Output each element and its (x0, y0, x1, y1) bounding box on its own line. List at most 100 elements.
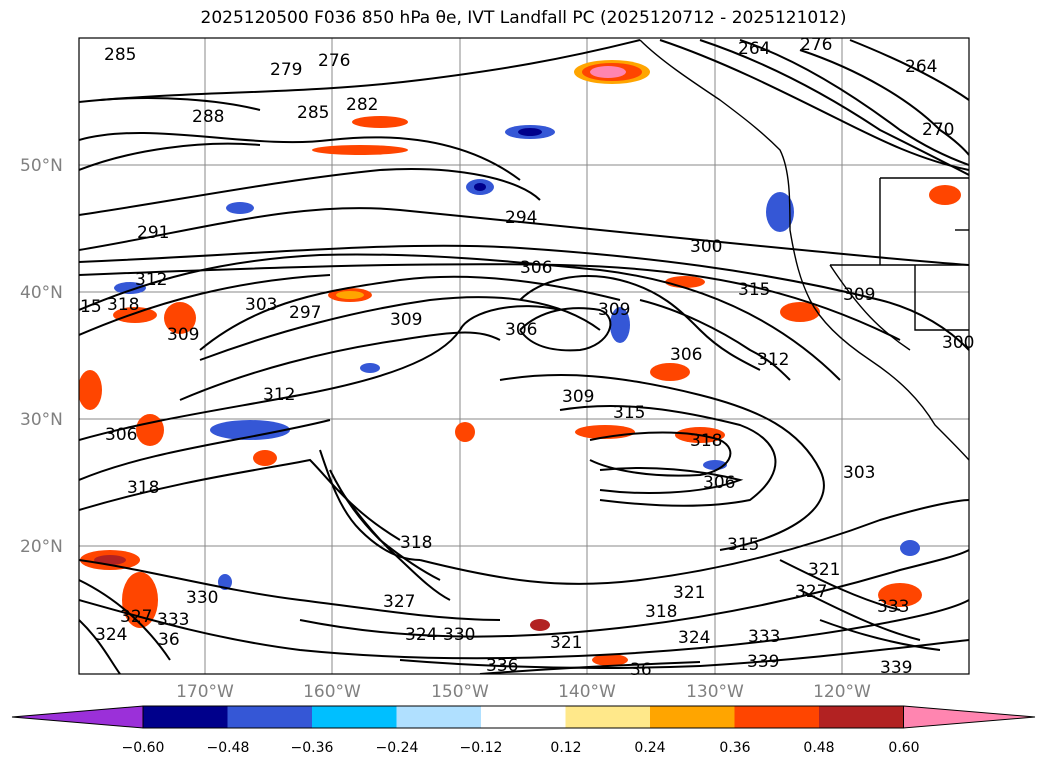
colorbar-extend-high (903, 705, 1036, 729)
map-frame (78, 37, 970, 675)
contour-label: 318 (127, 478, 159, 498)
lon-tick-label: 140°W (558, 682, 616, 702)
lon-tick-label: 150°W (431, 682, 489, 702)
lat-tick-label: 50°N (20, 156, 63, 176)
contour-label: 306 (670, 345, 702, 365)
colorbar-tick-label: 0.60 (888, 740, 919, 756)
contour-label: 297 (289, 303, 321, 323)
colorbar-segment (143, 706, 228, 728)
lat-tick-label: 20°N (20, 537, 63, 557)
contour-label: 279 (270, 60, 302, 80)
colorbar-border (142, 705, 904, 729)
contour-label: 294 (505, 208, 537, 228)
contour-label: 15 (80, 297, 102, 317)
contour-label: 315 (727, 535, 759, 555)
colorbar-segment (650, 706, 735, 728)
contour-label: 285 (104, 45, 136, 65)
colorbar-tick-label: 0.48 (803, 740, 834, 756)
colorbar-segment (312, 706, 397, 728)
colorbar-tick-label: 0.12 (550, 740, 581, 756)
contour-label: 321 (673, 583, 705, 603)
contour-label: 333 (877, 597, 909, 617)
contour-label: 300 (942, 333, 974, 353)
contour-label: 276 (318, 51, 350, 71)
colorbar-segment (819, 706, 904, 728)
colorbar-segment (396, 706, 482, 728)
contour-label: 309 (598, 300, 630, 320)
contour-label: 339 (880, 658, 912, 678)
contour-label: 330 (186, 588, 218, 608)
contour-label: 36 (630, 660, 652, 680)
contour-label: 303 (843, 463, 875, 483)
colorbar-segment (227, 706, 313, 728)
contour-label: 327 (383, 592, 415, 612)
lon-tick-label: 120°W (813, 682, 871, 702)
contour-label: 321 (550, 633, 582, 653)
contour-label: 264 (905, 57, 937, 77)
colorbar-tick-label: −0.24 (376, 740, 419, 756)
contour-label: 318 (690, 431, 722, 451)
lat-tick-label: 30°N (20, 410, 63, 430)
theta-e-contours (79, 39, 969, 674)
colorbar-segment (481, 706, 566, 728)
contour-label: 282 (346, 95, 378, 115)
contour-label: 318 (400, 533, 432, 553)
lon-tick-label: 130°W (686, 682, 744, 702)
contour-label: 306 (505, 320, 537, 340)
contour-label: 315 (613, 403, 645, 423)
colorbar-tick-label: −0.48 (207, 740, 250, 756)
colorbar-tick-label: −0.60 (122, 740, 165, 756)
contour-label: 309 (562, 387, 594, 407)
contour-label: 309 (390, 310, 422, 330)
contour-label: 270 (922, 120, 954, 140)
contour-label: 318 (645, 602, 677, 622)
contour-label: 36 (158, 630, 180, 650)
colorbar-segment (565, 706, 651, 728)
contour-label: 276 (800, 35, 832, 55)
colorbar-tick-label: 0.36 (719, 740, 750, 756)
contour-label: 339 (747, 652, 779, 672)
contour-label: 333 (748, 627, 780, 647)
contour-label: 312 (135, 270, 167, 290)
contour-labels: 285 279 276 282 285 288 264 276 264 270 … (80, 35, 974, 680)
contour-label: 300 (690, 237, 722, 257)
colorbar-tick-label: −0.12 (460, 740, 503, 756)
gridlines (79, 38, 969, 674)
lat-tick-label: 40°N (20, 283, 63, 303)
colorbar (11, 705, 1036, 729)
contour-label: 312 (757, 350, 789, 370)
contour-label: 306 (703, 473, 735, 493)
colorbar-segment (734, 706, 820, 728)
contour-label: 324 (678, 628, 710, 648)
contour-label: 327 (795, 582, 827, 602)
colorbar-tick-label: −0.36 (291, 740, 334, 756)
contour-label: 333 (157, 610, 189, 630)
contour-label: 291 (137, 223, 169, 243)
contour-label: 264 (738, 39, 770, 59)
contour-label: 321 (808, 560, 840, 580)
colorbar-extend-low (11, 705, 144, 729)
contour-label: 285 (297, 103, 329, 123)
contour-label: 309 (167, 325, 199, 345)
contour-label: 315 (738, 280, 770, 300)
contour-label: 330 (443, 625, 475, 645)
coastline (639, 39, 969, 461)
map-title: 2025120500 F036 850 hPa θe, IVT Landfall… (200, 8, 847, 28)
contour-label: 306 (105, 425, 137, 445)
contour-label: 309 (843, 285, 875, 305)
contour-label: 327 (120, 607, 152, 627)
colorbar-tick-label: 0.24 (634, 740, 665, 756)
lon-tick-label: 170°W (176, 682, 234, 702)
colorbar-labels: −0.60 −0.48 −0.36 −0.24 −0.12 0.12 0.24 … (122, 740, 920, 756)
contour-label: 306 (520, 258, 552, 278)
contour-label: 336 (486, 656, 518, 676)
ivt-shading (79, 60, 961, 666)
contour-label: 318 (107, 295, 139, 315)
contour-label: 312 (263, 385, 295, 405)
contour-label: 288 (192, 107, 224, 127)
contour-label: 324 (95, 625, 127, 645)
contour-label: 303 (245, 295, 277, 315)
contour-label: 324 (405, 625, 437, 645)
lon-tick-label: 160°W (303, 682, 361, 702)
